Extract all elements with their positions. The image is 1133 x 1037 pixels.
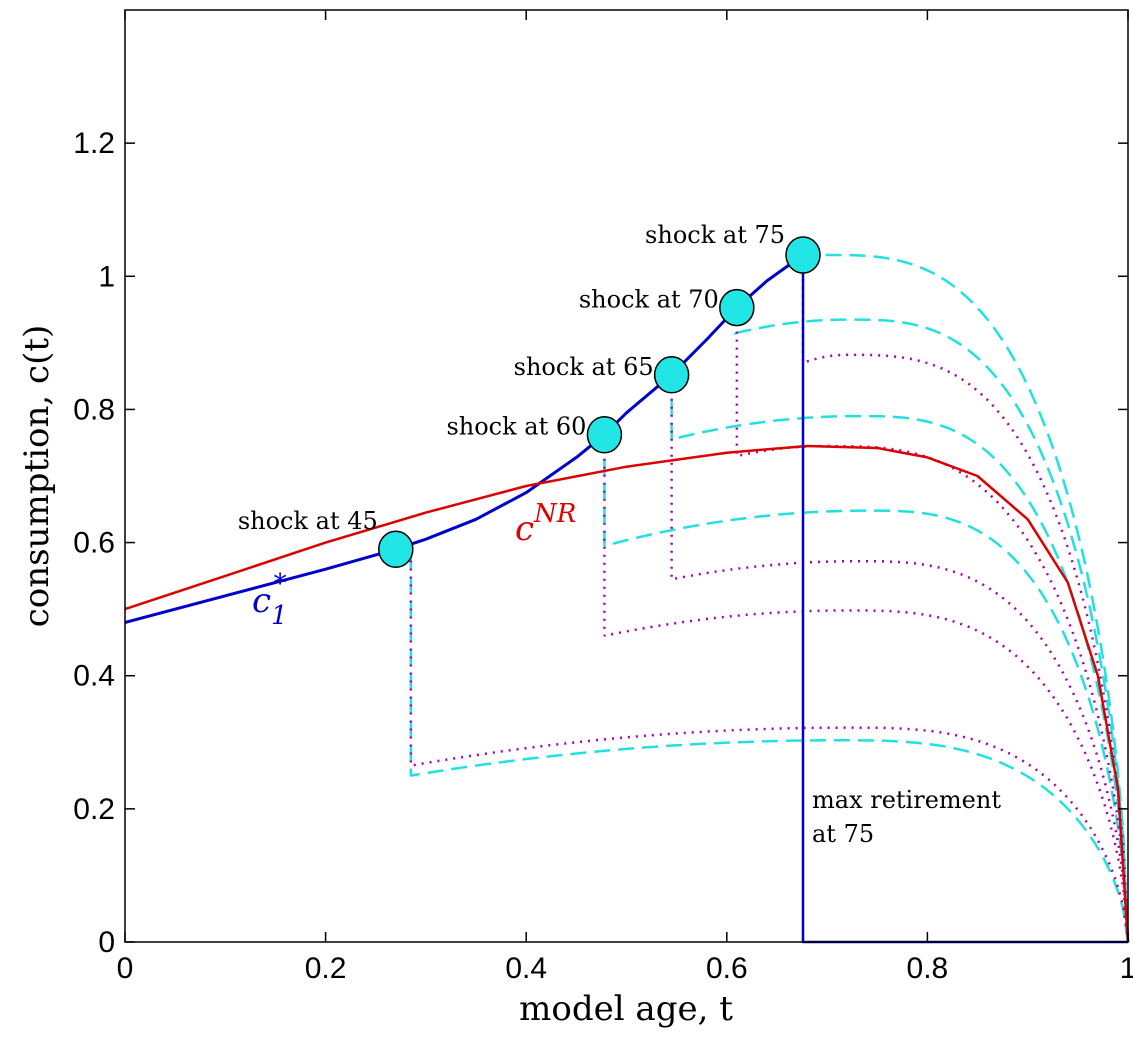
dashed-series-line bbox=[409, 552, 1130, 943]
y-tick-label: 0.2 bbox=[73, 793, 115, 826]
plot-markers bbox=[378, 236, 821, 568]
plot-series bbox=[124, 253, 1130, 944]
cnr-label: cNR bbox=[515, 499, 576, 549]
shock-label: shock at 65 bbox=[514, 353, 654, 381]
dashed-series-line bbox=[670, 374, 1130, 943]
max-retirement-label: max retirement bbox=[812, 786, 1001, 814]
y-tick-label: 0 bbox=[98, 926, 115, 959]
y-tick-label: 1 bbox=[98, 260, 115, 293]
shock-label: shock at 60 bbox=[446, 413, 586, 441]
dashed-series-line bbox=[732, 307, 1130, 943]
y-tick-label: 0.8 bbox=[73, 393, 115, 426]
dotted-series-line bbox=[670, 374, 1130, 943]
shock-marker bbox=[586, 415, 623, 454]
marker-labels: shock at 45 shock at 60 shock at 65 shock a… bbox=[238, 221, 785, 535]
dashed-series-line bbox=[603, 434, 1130, 943]
dotted-series-line bbox=[734, 307, 1130, 943]
dotted-series-line bbox=[409, 552, 1130, 943]
x-tick-label: 0.8 bbox=[907, 952, 949, 985]
x-tick-label: 0 bbox=[117, 952, 134, 985]
max-retirement-label-2: at 75 bbox=[812, 820, 874, 848]
y-tick-label: 1.2 bbox=[73, 127, 115, 160]
x-tick-label: 0.2 bbox=[305, 952, 347, 985]
shock-marker bbox=[719, 288, 755, 327]
y-axis-title: consumption, c(t) bbox=[17, 325, 57, 628]
dotted-series-line bbox=[603, 434, 1130, 943]
y-tick-label: 0.6 bbox=[73, 527, 115, 560]
x-axis-ticks: 0 0.2 0.4 0.6 0.8 1 bbox=[117, 10, 1133, 985]
y-axis-ticks: 0 0.2 0.4 0.6 0.8 1 1.2 bbox=[73, 127, 1128, 959]
shock-marker bbox=[785, 236, 821, 274]
shock-label: shock at 45 bbox=[238, 507, 378, 535]
x-tick-label: 1 bbox=[1120, 952, 1133, 985]
x-axis-title: model age, t bbox=[519, 989, 733, 1029]
x-tick-label: 0.4 bbox=[505, 952, 547, 985]
c1-star-label: c1* bbox=[252, 569, 288, 631]
shock-marker bbox=[653, 356, 690, 394]
shock-marker bbox=[378, 530, 414, 568]
shock-label: shock at 70 bbox=[579, 286, 719, 314]
plot-frame bbox=[124, 9, 1129, 943]
shock-label: shock at 75 bbox=[645, 221, 785, 249]
y-tick-label: 0.4 bbox=[73, 660, 115, 693]
cnr-series-line bbox=[124, 444, 1130, 943]
x-tick-label: 0.6 bbox=[706, 952, 748, 985]
